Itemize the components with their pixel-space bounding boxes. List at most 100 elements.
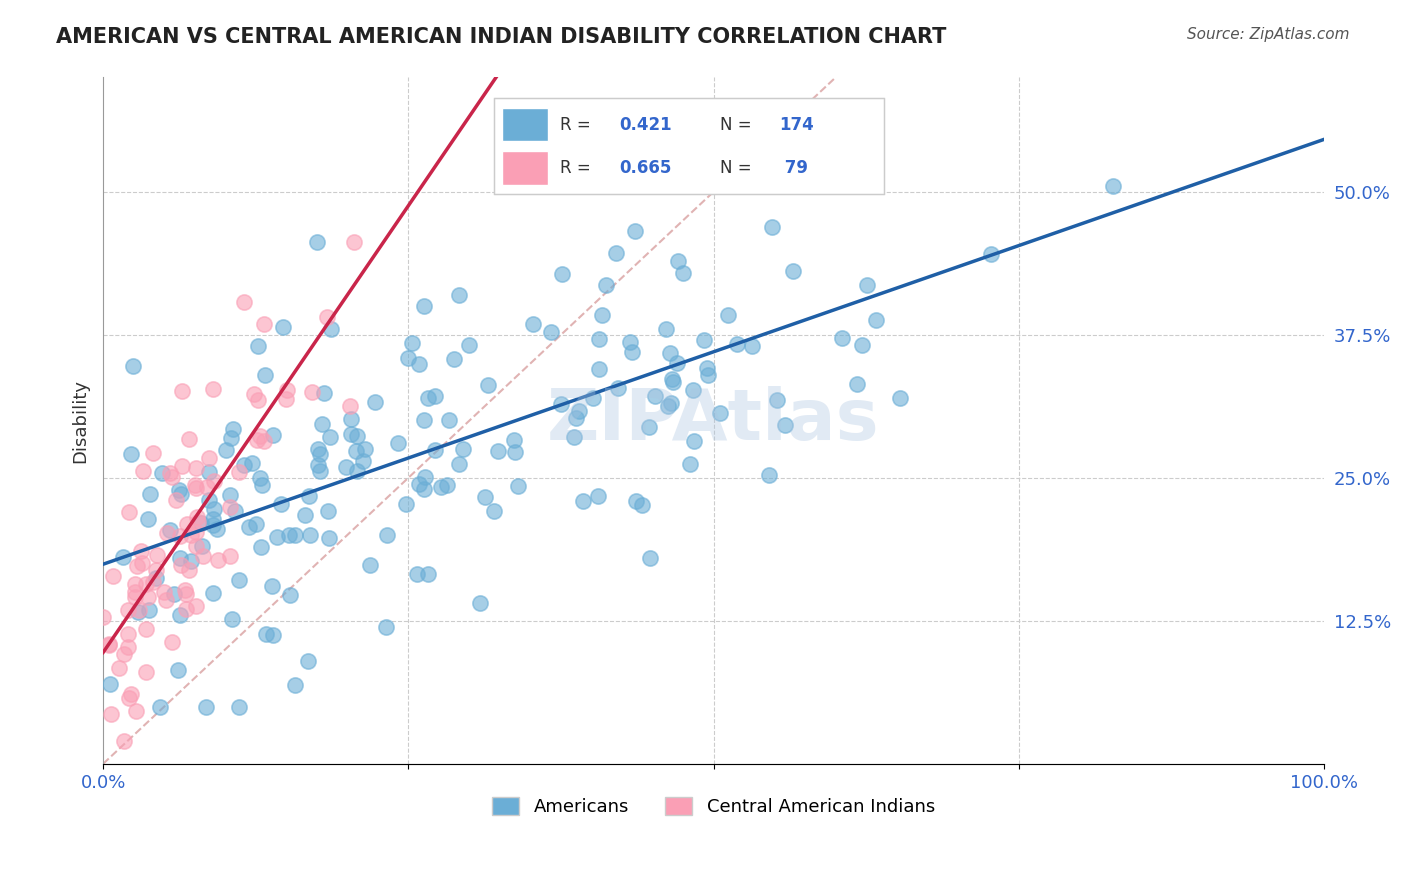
Point [228,465,250,479]
Point [340,412,363,426]
Point [782,263,804,277]
Point [131,464,153,478]
Point [568,404,591,418]
Point [202,501,225,516]
Point [889,391,911,405]
Point [142,446,165,460]
Point [266,530,288,544]
Point [477,377,499,392]
Point [453,442,475,457]
Point [274,392,297,406]
Point [661,396,683,410]
Point [101,569,124,583]
Point [260,579,283,593]
Point [202,382,225,396]
Point [696,368,718,382]
Point [865,313,887,327]
Point [112,647,135,661]
Point [624,493,647,508]
Point [245,517,267,532]
Point [550,397,572,411]
Point [167,483,190,498]
Point [191,549,214,564]
Point [412,299,434,313]
Point [253,318,276,332]
Point [149,699,172,714]
Point [605,246,627,260]
Point [170,558,193,572]
Point [408,357,430,371]
Point [162,587,184,601]
Point [111,549,134,564]
Point [169,528,191,542]
Point [423,388,446,402]
Point [221,431,243,445]
Point [666,355,689,369]
Point [340,426,363,441]
Point [582,391,605,405]
Point [344,443,367,458]
Point [219,500,242,514]
Point [198,450,221,465]
Point [176,601,198,615]
Point [112,734,135,748]
Point [550,267,572,281]
Point [247,393,270,408]
Point [165,492,187,507]
Point [207,553,229,567]
Point [120,447,142,461]
Point [180,528,202,542]
Point [198,492,221,507]
Text: Source: ZipAtlas.com: Source: ZipAtlas.com [1187,27,1350,42]
Point [562,430,585,444]
Point [638,550,661,565]
Point [425,443,447,458]
Point [758,467,780,482]
Point [672,266,695,280]
Point [117,640,139,654]
Point [249,471,271,485]
Point [621,344,644,359]
Point [155,592,177,607]
Point [717,308,740,322]
Point [761,219,783,234]
Point [588,489,610,503]
Point [845,377,868,392]
Point [142,574,165,589]
Point [412,482,434,496]
Point [503,445,526,459]
Text: AMERICAN VS CENTRAL AMERICAN INDIAN DISABILITY CORRELATION CHART: AMERICAN VS CENTRAL AMERICAN INDIAN DISA… [56,27,946,46]
Point [195,480,218,494]
Point [169,550,191,565]
Point [194,699,217,714]
Point [588,332,610,346]
Point [98,638,121,652]
Point [359,558,381,573]
Point [418,391,440,405]
Point [97,637,120,651]
Point [278,588,301,602]
Point [179,563,201,577]
Point [644,389,666,403]
Point [662,375,685,389]
Point [93,609,115,624]
Point [173,583,195,598]
Point [245,433,267,447]
Point [118,505,141,519]
Point [682,383,704,397]
Point [449,457,471,471]
Point [319,322,342,336]
Point [309,464,332,478]
Point [508,479,530,493]
Point [122,359,145,374]
Point [186,509,208,524]
Point [253,434,276,448]
Legend: Americans, Central American Indians: Americans, Central American Indians [485,789,942,823]
Point [297,654,319,668]
Point [294,508,316,522]
Point [197,466,219,480]
Point [678,457,700,471]
Point [316,504,339,518]
Point [856,278,879,293]
Point [184,539,207,553]
